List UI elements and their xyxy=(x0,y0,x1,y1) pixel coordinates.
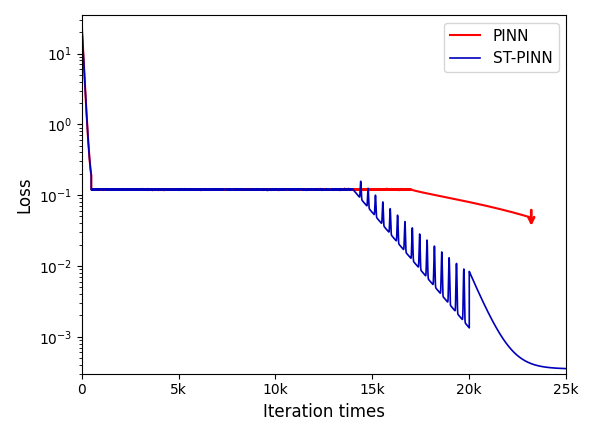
X-axis label: Iteration times: Iteration times xyxy=(263,403,385,421)
Legend: PINN, ST-PINN: PINN, ST-PINN xyxy=(444,23,558,72)
Y-axis label: Loss: Loss xyxy=(15,176,33,213)
ST-PINN xyxy=(366,208,374,213)
PINN xyxy=(527,215,535,220)
ST-PINN xyxy=(78,19,85,24)
PINN xyxy=(78,19,85,24)
PINN xyxy=(160,187,168,192)
ST-PINN xyxy=(482,305,489,310)
Line: PINN: PINN xyxy=(81,22,531,218)
ST-PINN xyxy=(359,199,366,204)
Line: ST-PINN: ST-PINN xyxy=(81,22,566,368)
ST-PINN xyxy=(563,366,570,371)
PINN xyxy=(170,187,177,192)
PINN xyxy=(518,212,525,218)
PINN xyxy=(500,208,507,213)
PINN xyxy=(491,205,498,211)
PINN xyxy=(350,187,357,192)
ST-PINN xyxy=(473,285,480,290)
ST-PINN xyxy=(466,325,473,330)
ST-PINN xyxy=(103,187,110,192)
